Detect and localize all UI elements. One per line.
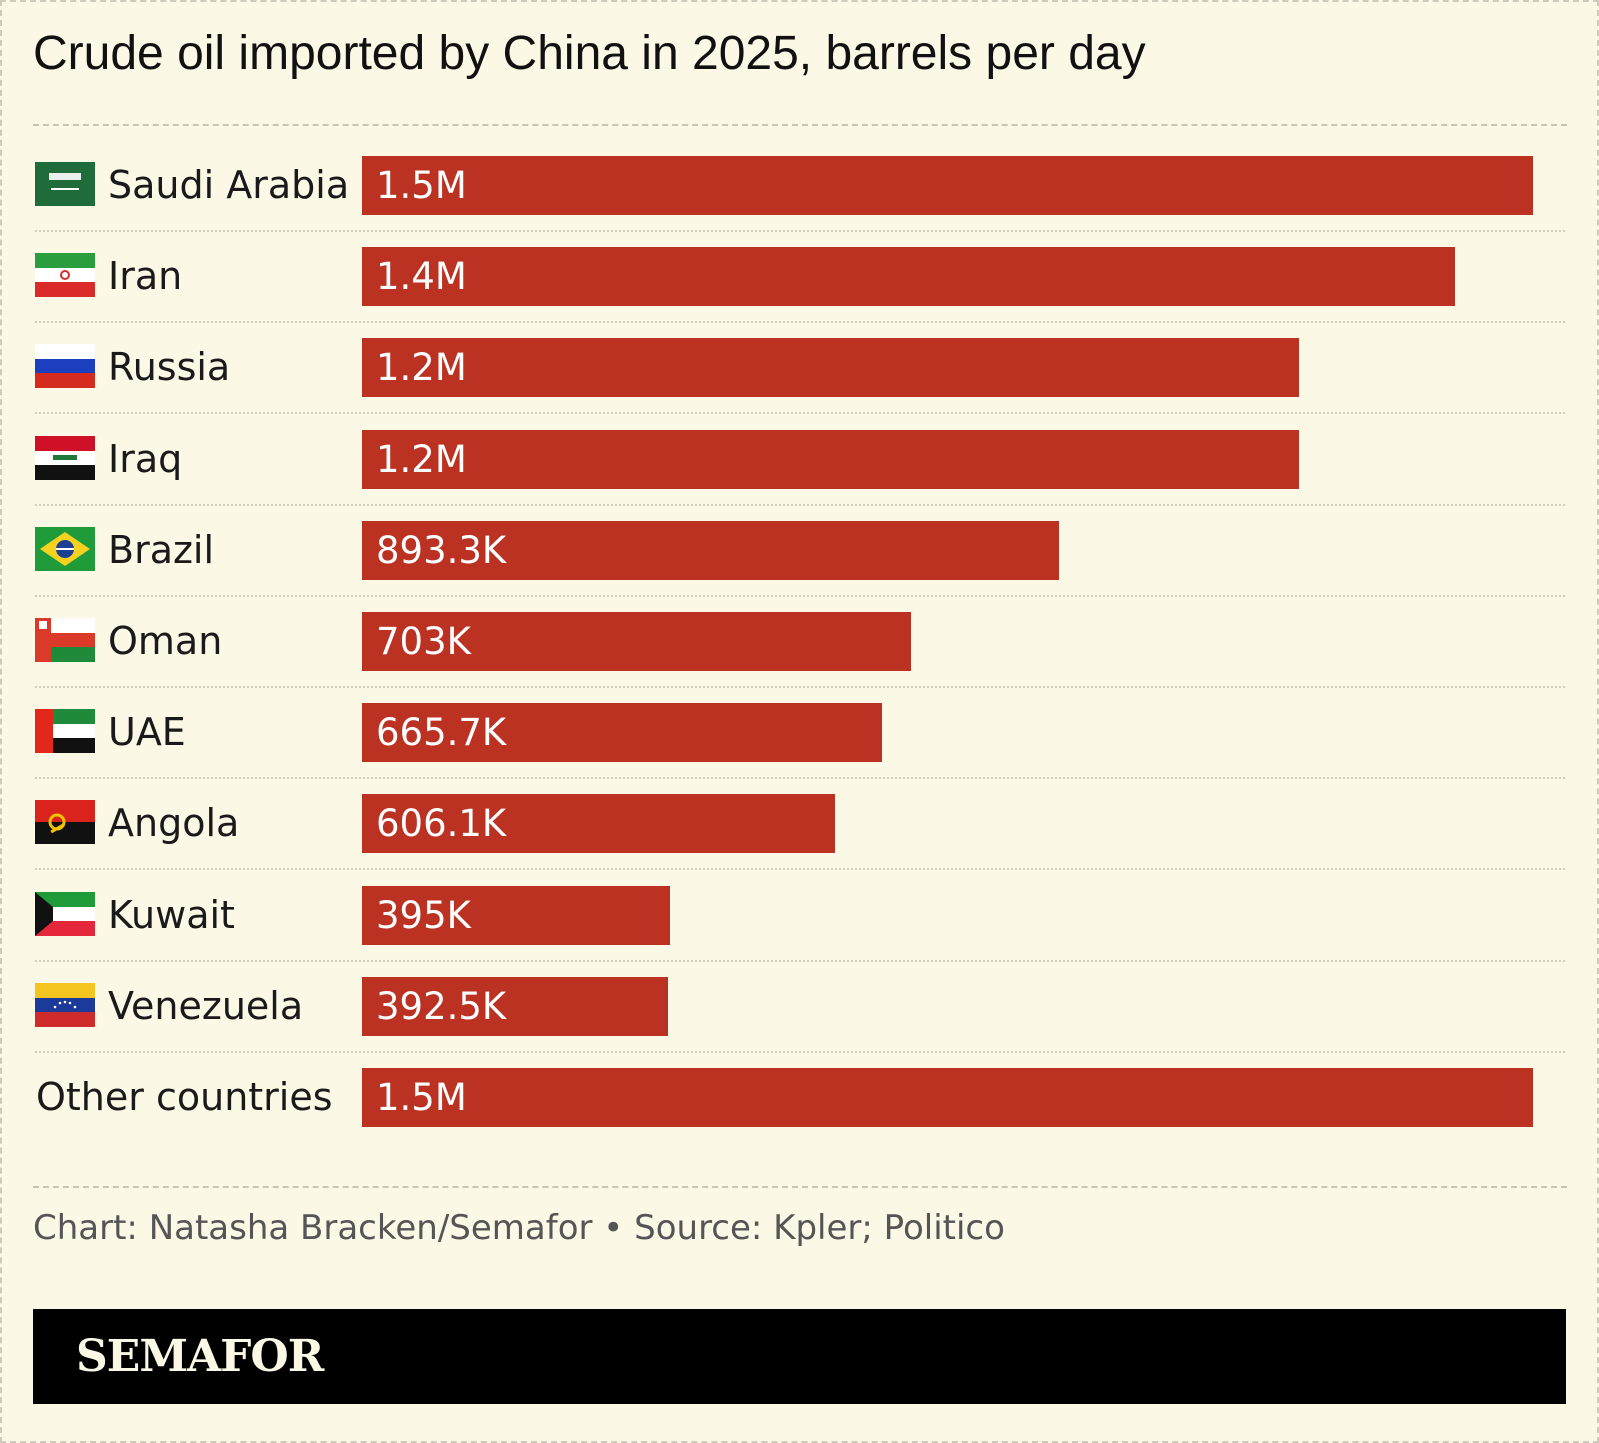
bar-iran: 1.4M: [362, 247, 1455, 307]
row-separator: [35, 504, 1565, 506]
bar-other-countries: 1.5M: [362, 1068, 1533, 1127]
row-separator: [35, 1051, 1565, 1053]
category-label-oman: Oman: [108, 619, 223, 663]
value-label-kuwait: 395K: [376, 893, 471, 937]
semafor-logo: SEMAFOR: [76, 1331, 324, 1382]
category-label-angola: Angola: [108, 801, 240, 846]
bar-saudi-arabia: 1.5M: [362, 156, 1533, 215]
value-label-other-countries: 1.5M: [376, 1076, 467, 1119]
value-label-uae: 665.7K: [376, 711, 507, 755]
value-label-iraq: 1.2M: [376, 437, 467, 481]
footer-bar: SEMAFOR: [33, 1309, 1566, 1404]
value-label-iran: 1.4M: [376, 255, 467, 299]
row-separator: [35, 321, 1565, 323]
category-label-other-countries: Other countries: [36, 1075, 333, 1119]
iraq-flag-icon: [35, 435, 95, 480]
bar-uae: 665.7K: [362, 703, 882, 763]
brazil-flag-icon: [35, 526, 95, 571]
title-divider: [33, 124, 1567, 126]
row-separator: [35, 686, 1565, 688]
venezuela-flag-icon: [35, 982, 95, 1027]
bar-oman: 703K: [362, 612, 911, 671]
bar-russia: 1.2M: [362, 338, 1299, 398]
row-separator: [35, 230, 1565, 232]
category-label-uae: UAE: [108, 710, 186, 755]
value-label-russia: 1.2M: [376, 346, 467, 390]
value-label-oman: 703K: [376, 620, 471, 663]
bar-kuwait: 395K: [362, 885, 670, 945]
category-label-venezuela: Venezuela: [108, 983, 304, 1028]
category-label-saudi-arabia: Saudi Arabia: [108, 163, 350, 207]
russia-flag-icon: [35, 344, 95, 389]
bar-iraq: 1.2M: [362, 429, 1299, 489]
category-label-brazil: Brazil: [108, 527, 215, 572]
row-separator: [35, 595, 1565, 597]
value-label-venezuela: 392.5K: [376, 984, 507, 1028]
value-label-brazil: 893.3K: [376, 528, 507, 572]
value-label-saudi-arabia: 1.5M: [376, 164, 467, 207]
kuwait-flag-icon: [35, 891, 95, 936]
row-separator: [35, 777, 1565, 779]
chart-credit: Chart: Natasha Bracken/Semafor • Source:…: [33, 1208, 1005, 1248]
category-label-iraq: Iraq: [108, 436, 183, 481]
row-separator: [35, 868, 1565, 870]
row-separator: [35, 960, 1565, 962]
category-label-russia: Russia: [108, 345, 231, 390]
saudi-arabia-flag-icon: [35, 162, 95, 206]
value-label-angola: 606.1K: [376, 802, 507, 846]
category-label-iran: Iran: [108, 254, 183, 299]
chart-title: Crude oil imported by China in 2025, bar…: [33, 27, 1146, 80]
bar-angola: 606.1K: [362, 794, 835, 854]
angola-flag-icon: [35, 800, 95, 845]
iran-flag-icon: [35, 253, 95, 298]
uae-flag-icon: [35, 709, 95, 754]
oman-flag-icon: [35, 618, 95, 662]
row-separator: [35, 412, 1565, 414]
category-label-kuwait: Kuwait: [108, 892, 235, 937]
bar-brazil: 893.3K: [362, 520, 1059, 580]
credit-divider: [33, 1186, 1567, 1188]
bar-venezuela: 392.5K: [362, 976, 668, 1036]
